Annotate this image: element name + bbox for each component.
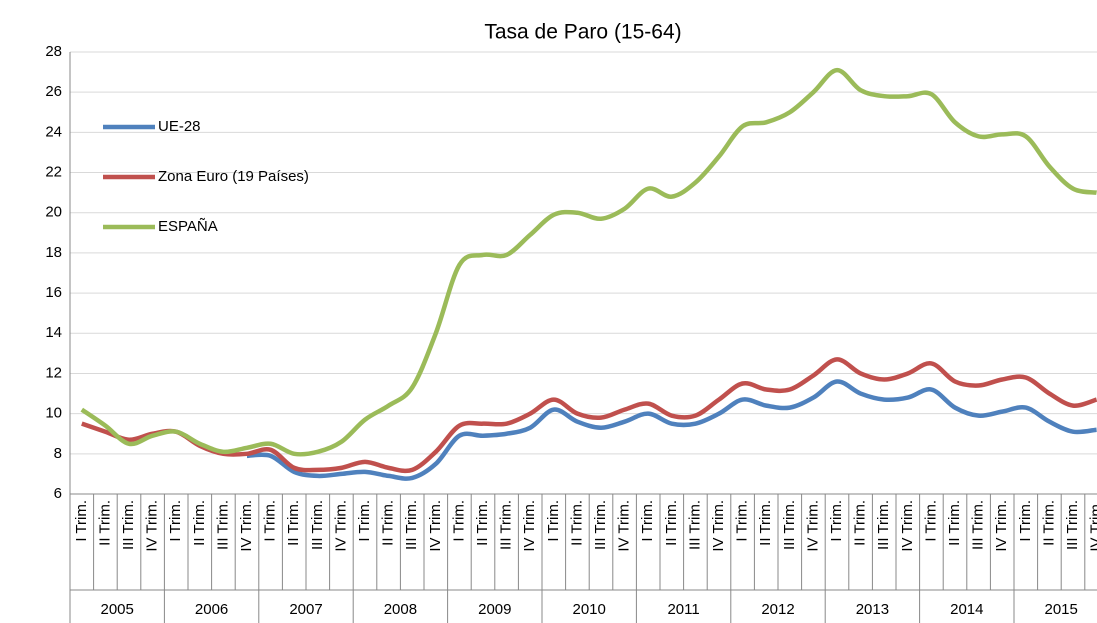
x-tick-label: II Trim. [946, 500, 963, 546]
x-tick-label: IV Trim. [710, 500, 727, 552]
x-tick-label: II Trim. [191, 500, 208, 546]
year-label: 2014 [950, 601, 983, 618]
year-label: 2006 [195, 601, 228, 618]
legend-label: ESPAÑA [158, 218, 218, 235]
x-tick-label: I Trim. [73, 500, 90, 542]
y-tick-label: 12 [45, 364, 62, 381]
y-tick-label: 16 [45, 284, 62, 301]
y-tick-label: 26 [45, 83, 62, 100]
y-tick-label: 6 [54, 485, 62, 502]
x-tick-label: IV Trim. [144, 500, 161, 552]
year-label: 2009 [478, 601, 511, 618]
y-tick-label: 10 [45, 405, 62, 422]
year-label: 2007 [289, 601, 322, 618]
x-tick-label: II Trim. [663, 500, 680, 546]
x-tick-label: III Trim. [1064, 500, 1081, 550]
x-tick-label: II Trim. [852, 500, 869, 546]
x-tick-label: II Trim. [757, 500, 774, 546]
x-tick-label: IV Trim. [804, 500, 821, 552]
x-tick-label: IV Trim. [616, 500, 633, 552]
x-tick-label: IV Trim. [427, 500, 444, 552]
x-tick-label: III Trim. [403, 500, 420, 550]
y-tick-label: 18 [45, 244, 62, 261]
series-line [81, 357, 1097, 474]
x-tick-label: III Trim. [309, 500, 326, 550]
x-tick-label: II Trim. [285, 500, 302, 546]
x-tick-label: III Trim. [214, 500, 231, 550]
x-tick-label: I Trim. [545, 500, 562, 542]
x-tick-label: I Trim. [922, 500, 939, 542]
x-tick-label: II Trim. [1040, 500, 1057, 546]
x-tick-label: II Trim. [96, 500, 113, 546]
x-tick-label: I Trim. [450, 500, 467, 542]
year-label: 2010 [573, 601, 606, 618]
x-tick-label: I Trim. [356, 500, 373, 542]
year-label: 2011 [667, 601, 699, 618]
x-tick-label: II Trim. [380, 500, 397, 546]
x-tick-label: II Trim. [568, 500, 585, 546]
legend-label: UE-28 [158, 118, 201, 135]
x-tick-label: III Trim. [781, 500, 798, 550]
x-tick-label: I Trim. [734, 500, 751, 542]
x-tick-label: IV Trim. [899, 500, 916, 552]
y-tick-label: 28 [45, 43, 62, 60]
year-label: 2005 [101, 601, 134, 618]
x-tick-label: I Trim. [828, 500, 845, 542]
series-line [246, 379, 1097, 481]
x-tick-label: I Trim. [639, 500, 656, 542]
y-tick-label: 8 [54, 445, 62, 462]
year-label: 2012 [761, 601, 794, 618]
x-tick-label: I Trim. [262, 500, 279, 542]
x-tick-label: III Trim. [970, 500, 987, 550]
y-tick-label: 22 [45, 164, 62, 181]
x-tick-label: III Trim. [498, 500, 515, 550]
x-tick-label: I Trim. [1017, 500, 1034, 542]
x-tick-label: III Trim. [686, 500, 703, 550]
x-tick-label: III Trim. [875, 500, 892, 550]
x-tick-label: II Trim. [474, 500, 491, 546]
year-label: 2008 [384, 601, 417, 618]
x-tick-label: III Trim. [592, 500, 609, 550]
y-tick-label: 14 [45, 324, 62, 341]
x-tick-label: IV Trim. [1088, 500, 1097, 552]
x-tick-label: IV Trim. [238, 500, 255, 552]
x-tick-label: III Trim. [120, 500, 137, 550]
x-tick-label: IV Trim. [521, 500, 538, 552]
series-line [80, 67, 1097, 457]
x-tick-label: IV Trim. [993, 500, 1010, 552]
legend-label: Zona Euro (19 Países) [158, 168, 309, 185]
y-tick-label: 24 [45, 123, 62, 140]
y-tick-label: 20 [45, 204, 62, 221]
x-tick-label: IV Trim. [332, 500, 349, 552]
x-tick-label: I Trim. [167, 500, 184, 542]
year-label: 2015 [1045, 601, 1078, 618]
chart-title: Tasa de Paro (15-64) [484, 21, 681, 44]
year-label: 2013 [856, 601, 889, 618]
